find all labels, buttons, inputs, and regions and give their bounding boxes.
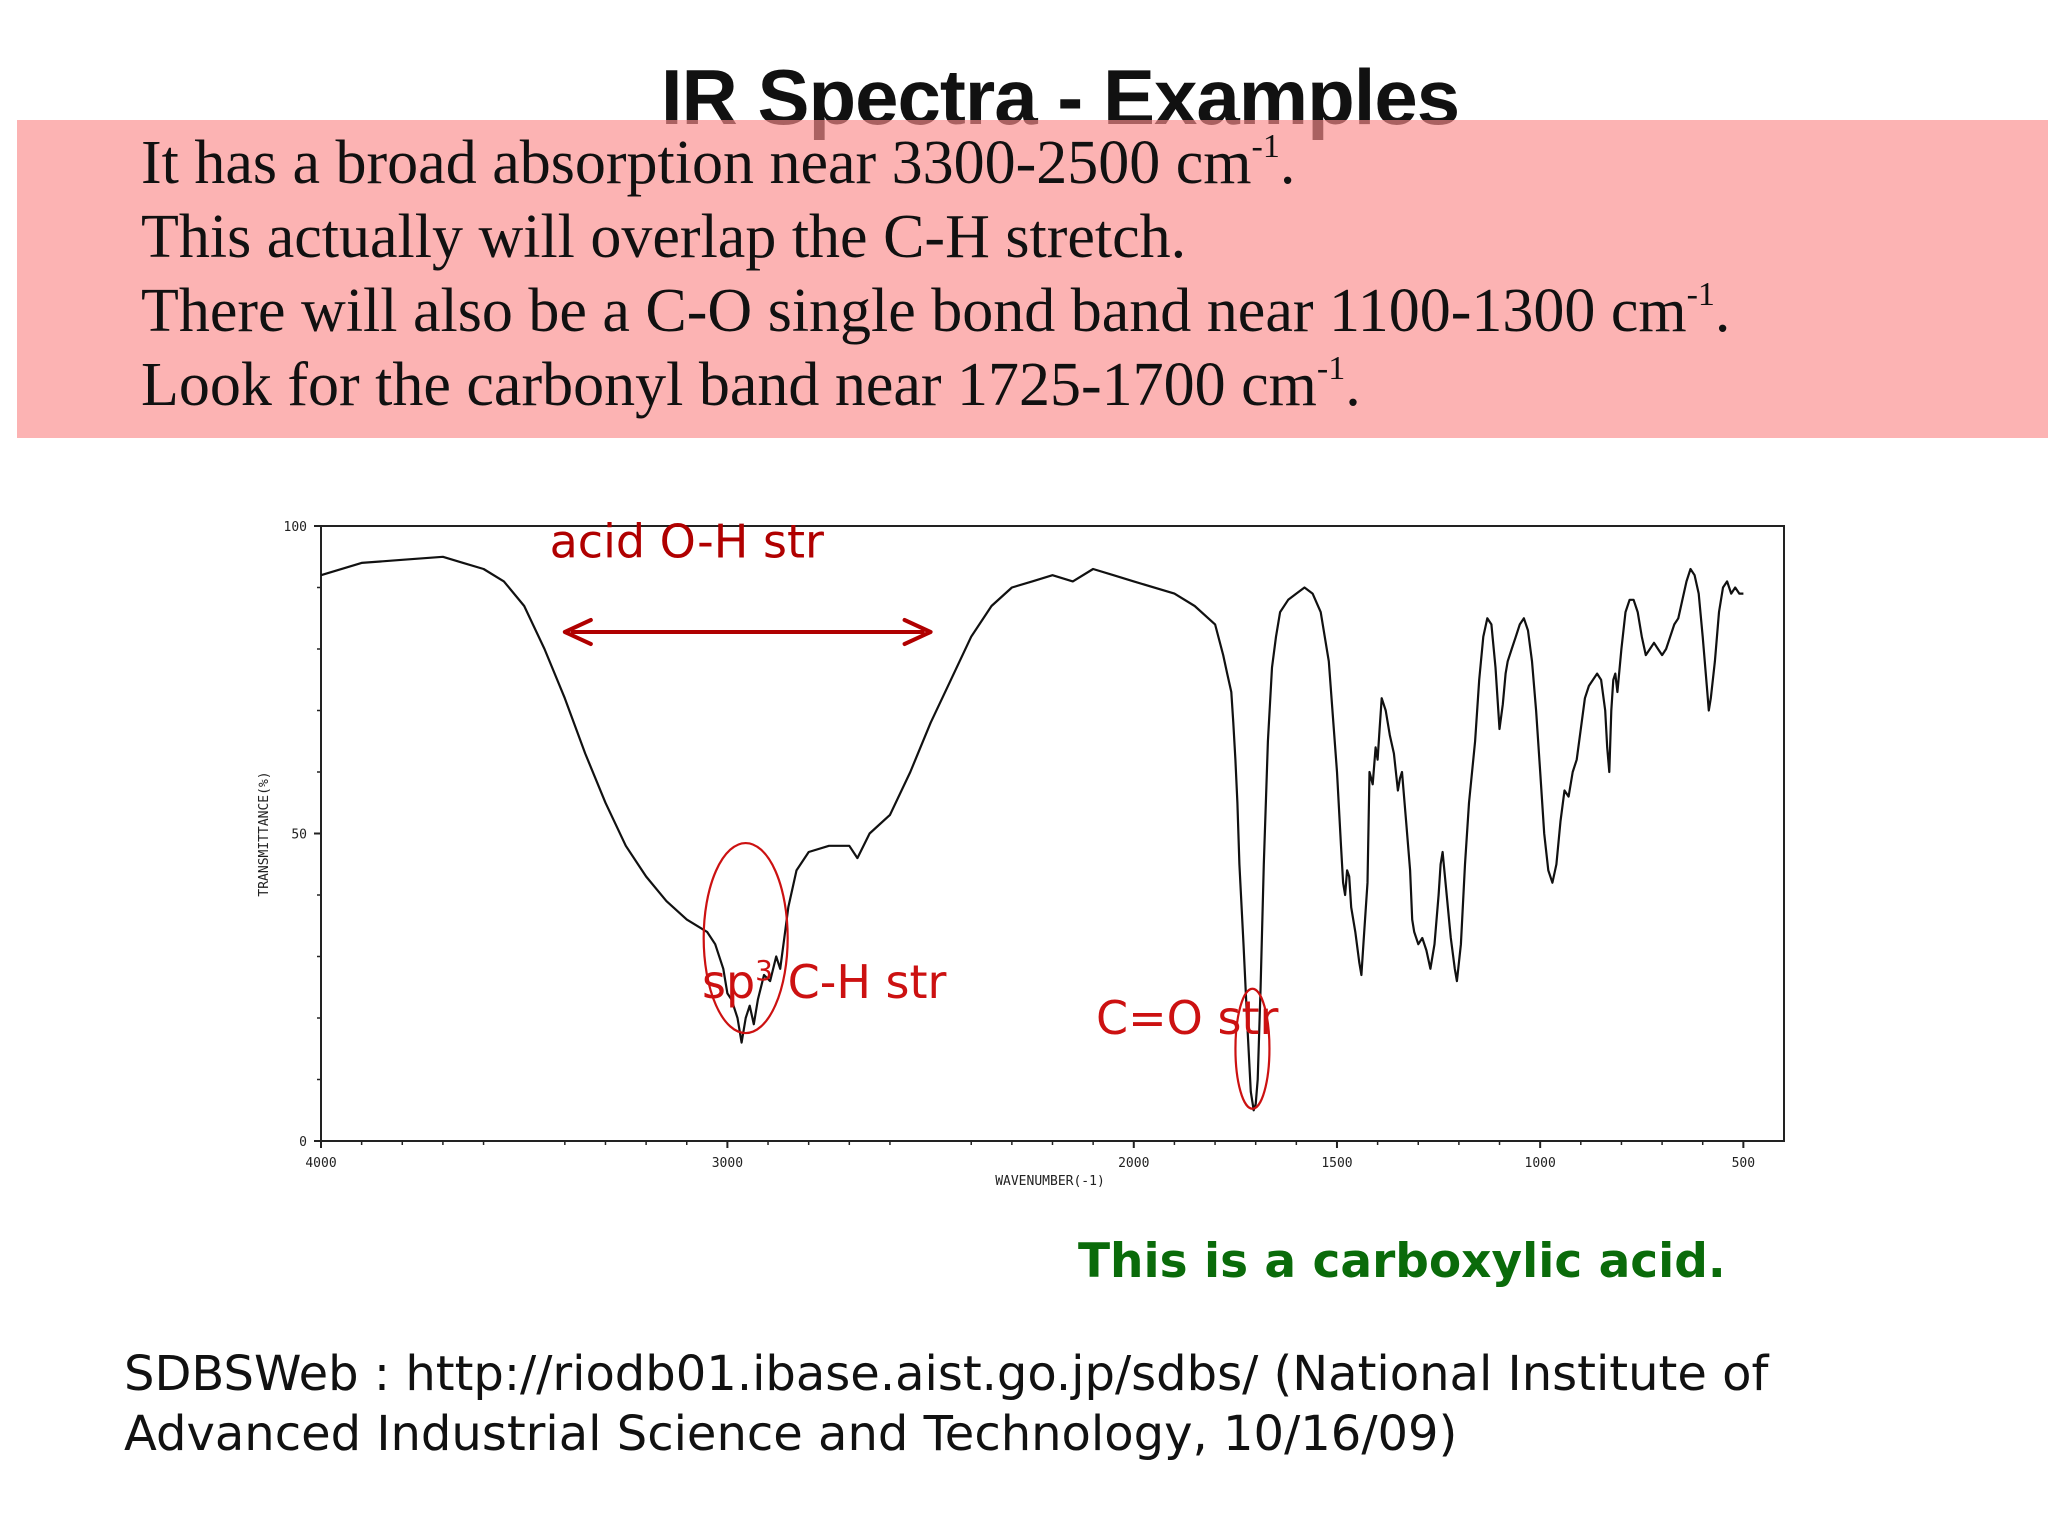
annotation-acid-oh-label: acid O-H str <box>550 514 824 568</box>
annotation-co-label: C=O str <box>1096 991 1278 1045</box>
note-line-1: It has a broad absorption near 3300-2500… <box>141 128 1296 197</box>
x-tick-label-0: 4000 <box>305 1156 336 1171</box>
y-axis-label: TRANSMITTANCE(%) <box>257 771 272 896</box>
x-tick-label-5: 500 <box>1732 1156 1755 1171</box>
x-tick-label-2: 2000 <box>1118 1156 1149 1171</box>
annotation-ch-label: sp3 C-H str <box>702 954 947 1009</box>
summary-note-box: It has a broad absorption near 3300-2500… <box>17 120 2048 438</box>
annotation-arrow-head-right <box>902 618 933 646</box>
annotations: acid O-H str sp3 C-H str C=O str <box>550 514 1278 1110</box>
y-tick-label-0: 100 <box>284 520 307 535</box>
source-citation: SDBSWeb : http://riodb01.ibase.aist.go.j… <box>124 1346 1769 1462</box>
plot-frame <box>320 525 1785 1142</box>
annotation-arrow-head-left <box>562 618 593 646</box>
y-tick-label-1: 50 <box>291 828 307 843</box>
conclusion-text: This is a carboxylic acid. <box>1078 1234 1726 1289</box>
note-line-2: This actually will overlap the C-H stret… <box>141 203 1187 271</box>
y-tick-label-2: 0 <box>299 1135 307 1150</box>
series-line-transmittance <box>320 555 1744 1112</box>
x-tick-label-3: 1500 <box>1321 1156 1352 1171</box>
x-tick-label-4: 1000 <box>1525 1156 1556 1171</box>
annotation-co-circle <box>1234 987 1271 1110</box>
note-line-4: Look for the carbonyl band near 1725-170… <box>141 350 1361 419</box>
x-tick-label-1: 3000 <box>712 1156 743 1171</box>
note-line-3: There will also be a C-O single bond ban… <box>141 276 1731 345</box>
x-axis-label: WAVENUMBER(-1) <box>995 1174 1105 1189</box>
annotation-ch-circle <box>702 841 789 1035</box>
